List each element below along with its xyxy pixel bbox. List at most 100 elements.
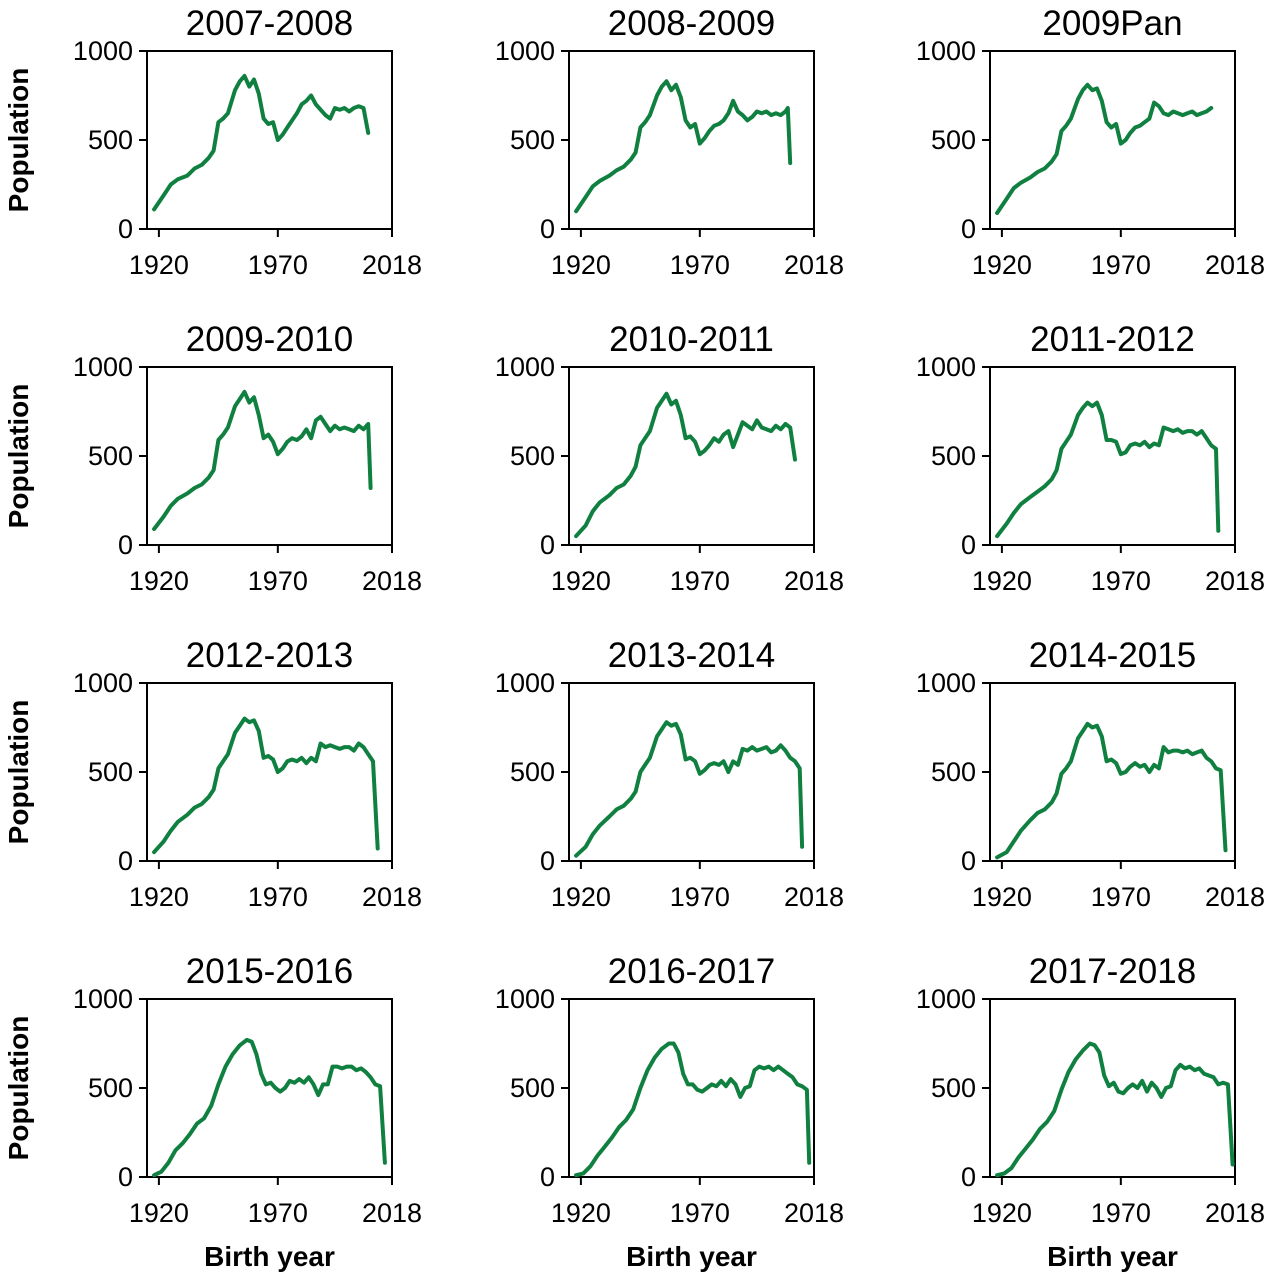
chart-title: 2016-2017 [608,952,775,991]
plot-frame [568,998,815,1178]
y-tick-label: 0 [540,846,555,876]
x-tick-label: 1970 [248,250,308,280]
x-tick-label: 1920 [129,566,189,596]
chart-panel: 2008-2009 0 500 1000 1920 1970 2018 [495,4,844,280]
x-tick-label: 1920 [129,882,189,912]
y-tick-label: 1000 [73,352,133,382]
x-tick-label: 1970 [1091,1198,1151,1228]
x-tick-label: 1920 [972,1198,1032,1228]
x-tick-label: 2018 [1205,250,1265,280]
series-line [574,720,805,858]
chart-title: 2012-2013 [186,636,353,675]
y-tick-label: 500 [88,1073,133,1103]
x-tick-label: 1970 [248,1198,308,1228]
chart-title: 2017-2018 [1029,952,1196,991]
y-tick-label: 0 [961,214,976,244]
y-tick-label: 1000 [73,668,133,698]
series-line [995,400,1221,539]
y-tick-label: 1000 [495,352,555,382]
x-axis-label: Birth year [1047,1241,1178,1272]
y-tick-label: 500 [510,441,555,471]
x-tick-label: 1920 [551,1198,611,1228]
plot-frame [146,366,393,546]
chart-title: 2015-2016 [186,952,353,991]
x-tick-label: 1970 [670,250,730,280]
chart-panel: 2007-2008 0 500 1000 1920 1970 2018 Population [3,4,422,280]
y-tick-label: 0 [961,1162,976,1192]
y-tick-label: 500 [931,757,976,787]
plot-frame [568,50,815,230]
plot-frame [568,366,815,546]
y-tick-label: 0 [118,214,133,244]
x-tick-label: 1970 [670,882,730,912]
y-tick-label: 0 [540,214,555,244]
x-tick-label: 1920 [129,1198,189,1228]
x-tick-label: 1920 [972,566,1032,596]
chart-panel: 2013-2014 0 500 1000 1920 1970 2018 [495,636,844,912]
chart-title: 2008-2009 [608,4,775,43]
plot-frame [146,998,393,1178]
x-axis-label: Birth year [626,1241,757,1272]
y-tick-label: 500 [931,1073,976,1103]
x-tick-label: 2018 [1205,566,1265,596]
x-tick-label: 1970 [1091,882,1151,912]
x-tick-label: 1970 [670,1198,730,1228]
y-tick-label: 1000 [916,36,976,66]
series-line [574,79,793,214]
x-tick-label: 2018 [362,1198,422,1228]
y-tick-label: 1000 [916,668,976,698]
chart-panel: 2015-2016 0 500 1000 1920 1970 2018 Population B… [3,952,422,1272]
y-axis-label: Population [3,1016,34,1161]
chart-title: 2009Pan [1042,4,1182,43]
x-tick-label: 2018 [1205,882,1265,912]
x-tick-label: 2018 [784,882,844,912]
chart-title: 2007-2008 [186,4,353,43]
y-tick-label: 500 [510,1073,555,1103]
series-line [152,716,380,855]
plot-frame [568,682,815,862]
y-tick-label: 500 [510,757,555,787]
chart-title: 2013-2014 [608,636,775,675]
chart-panel: 2016-2017 0 500 1000 1920 1970 2018 Birth year [495,952,844,1272]
y-tick-label: 500 [88,757,133,787]
plot-frame [146,682,393,862]
x-tick-label: 1920 [972,882,1032,912]
y-tick-label: 500 [88,441,133,471]
x-tick-label: 2018 [362,250,422,280]
x-tick-label: 2018 [784,1198,844,1228]
x-tick-label: 1920 [551,566,611,596]
chart-panel: 2014-2015 0 500 1000 1920 1970 2018 [916,636,1265,912]
chart-title: 2009-2010 [186,320,353,359]
x-tick-label: 1970 [248,566,308,596]
y-tick-label: 1000 [916,984,976,1014]
y-tick-label: 0 [540,530,555,560]
y-tick-label: 500 [931,441,976,471]
y-tick-label: 1000 [495,36,555,66]
series-line [152,1037,387,1178]
series-line [995,1041,1235,1178]
x-tick-label: 1970 [248,882,308,912]
y-tick-label: 1000 [73,36,133,66]
series-line [152,73,371,212]
series-line [995,82,1214,215]
x-tick-label: 1920 [551,882,611,912]
x-axis-label: Birth year [204,1241,335,1272]
y-tick-label: 1000 [73,984,133,1014]
y-tick-label: 1000 [495,668,555,698]
chart-title: 2010-2011 [609,320,774,359]
y-tick-label: 500 [88,125,133,155]
y-tick-label: 1000 [495,984,555,1014]
x-tick-label: 1920 [129,250,189,280]
y-axis-label: Population [3,700,34,845]
chart-panel: 2009-2010 0 500 1000 1920 1970 2018 Population [3,320,422,596]
y-tick-label: 500 [510,125,555,155]
x-tick-label: 1920 [551,250,611,280]
y-tick-label: 0 [118,1162,133,1192]
y-tick-label: 0 [961,846,976,876]
y-tick-label: 500 [931,125,976,155]
y-tick-label: 0 [961,530,976,560]
x-tick-label: 2018 [784,250,844,280]
x-tick-label: 2018 [784,566,844,596]
y-tick-label: 0 [540,1162,555,1192]
